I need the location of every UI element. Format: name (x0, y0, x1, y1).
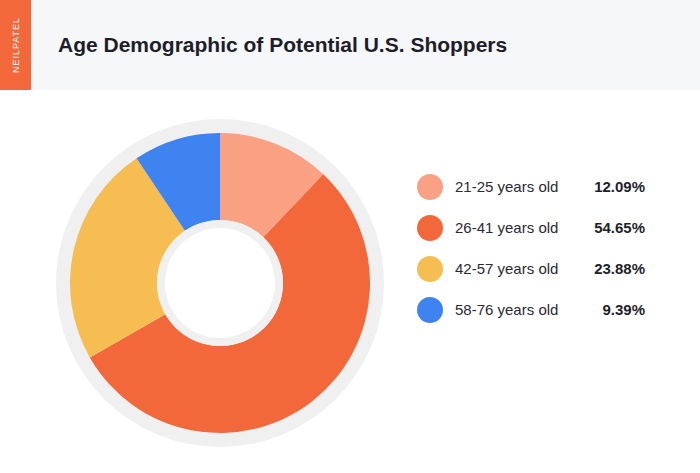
brand-label: NEILPATEL (11, 17, 21, 73)
legend-swatch (417, 174, 443, 200)
legend: 21-25 years old 12.09% 26-41 years old 54.6… (417, 174, 645, 323)
slices (70, 133, 370, 433)
legend-item: 21-25 years old 12.09% (417, 174, 645, 200)
legend-value: 9.39% (602, 301, 645, 318)
legend-value: 23.88% (594, 260, 645, 277)
legend-swatch (417, 256, 443, 282)
legend-swatch (417, 297, 443, 323)
donut (56, 119, 384, 447)
legend-value: 54.65% (594, 219, 645, 236)
brand-strip (0, 0, 31, 90)
header-band (0, 0, 700, 90)
chart: NEILPATEL Age Demographic of Potential U.… (0, 0, 700, 473)
slice (137, 133, 220, 231)
legend-item: 26-41 years old 54.65% (417, 215, 645, 241)
inner-ring (157, 220, 283, 346)
legend-label: 58-76 years old (455, 301, 558, 318)
legend-value: 12.09% (594, 178, 645, 195)
legend-label: 26-41 years old (455, 219, 558, 236)
legend-swatch (417, 215, 443, 241)
chart-title: Age Demographic of Potential U.S. Shoppe… (58, 33, 507, 56)
donut-hole (165, 228, 275, 338)
legend-label: 21-25 years old (455, 178, 558, 195)
legend-label: 42-57 years old (455, 260, 558, 277)
outer-ring (56, 119, 384, 447)
legend-item: 58-76 years old 9.39% (417, 297, 645, 323)
legend-item: 42-57 years old 23.88% (417, 256, 645, 282)
